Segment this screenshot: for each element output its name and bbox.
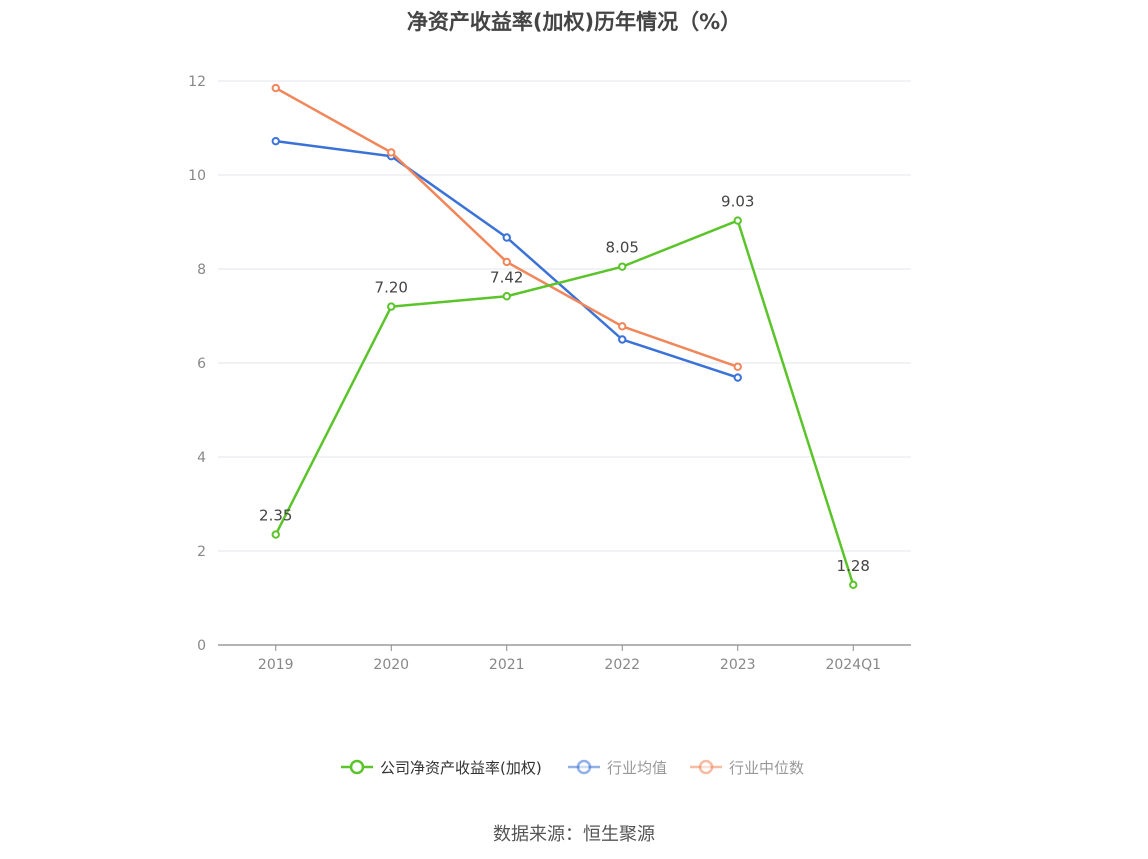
data-label: 9.03: [721, 193, 754, 211]
legend-label: 公司净资产收益率(加权): [380, 759, 542, 777]
data-point: [271, 530, 280, 539]
x-tick-label: 2022: [604, 657, 640, 673]
data-point: [618, 335, 627, 344]
y-tick-label: 6: [197, 356, 206, 372]
legend-marker: [349, 759, 365, 775]
data-point: [733, 373, 742, 382]
line-chart: 0 2 4 6 8 10 12 2019 2020 2021 2022 2023 2024Q1 2.35 7…: [188, 74, 911, 777]
data-point: [733, 216, 742, 225]
legend-marker: [698, 759, 714, 775]
legend-item-0: 公司净资产收益率(加权): [341, 759, 542, 777]
data-label: 7.20: [375, 279, 408, 297]
data-point: [849, 580, 858, 590]
data-point: [271, 83, 280, 93]
y-tick-label: 10: [188, 168, 206, 184]
data-label: 8.05: [606, 239, 639, 257]
data-label: 7.42: [490, 268, 523, 286]
chart-title: 净资产收益率(加权)历年情况（%）: [406, 10, 742, 34]
data-label: 2.35: [259, 507, 292, 525]
x-tick-label: 2023: [720, 657, 756, 673]
data-point: [733, 362, 742, 371]
data-point: [502, 257, 511, 267]
x-tick-label: 2024Q1: [825, 657, 881, 673]
y-tick-label: 0: [197, 638, 206, 654]
data-point: [387, 148, 396, 157]
legend: 公司净资产收益率(加权) 行业均值 行业中位数: [341, 759, 804, 777]
x-tick-label: 2021: [489, 657, 525, 673]
data-source-note: 数据来源：恒生聚源: [493, 824, 655, 845]
y-tick-label: 4: [197, 450, 206, 466]
data-point: [618, 322, 627, 331]
legend-label: 行业中位数: [729, 759, 804, 777]
data-point: [387, 302, 396, 311]
legend-item-1: 行业均值: [568, 759, 667, 777]
data-point: [502, 292, 511, 301]
y-tick-label: 2: [197, 544, 206, 560]
x-tick-label: 2020: [373, 657, 409, 673]
y-tick-label: 8: [197, 262, 206, 278]
legend-label: 行业均值: [607, 759, 667, 777]
data-point: [618, 262, 627, 271]
y-tick-label: 12: [188, 74, 206, 90]
series-line-2: [275, 86, 739, 368]
legend-item-2: 行业中位数: [690, 759, 804, 777]
x-tick-label: 2019: [258, 657, 294, 673]
data-point: [271, 136, 280, 146]
data-label: 1.28: [837, 557, 870, 575]
data-point: [502, 233, 511, 242]
series-line-0: [274, 219, 855, 586]
legend-marker: [576, 759, 592, 775]
